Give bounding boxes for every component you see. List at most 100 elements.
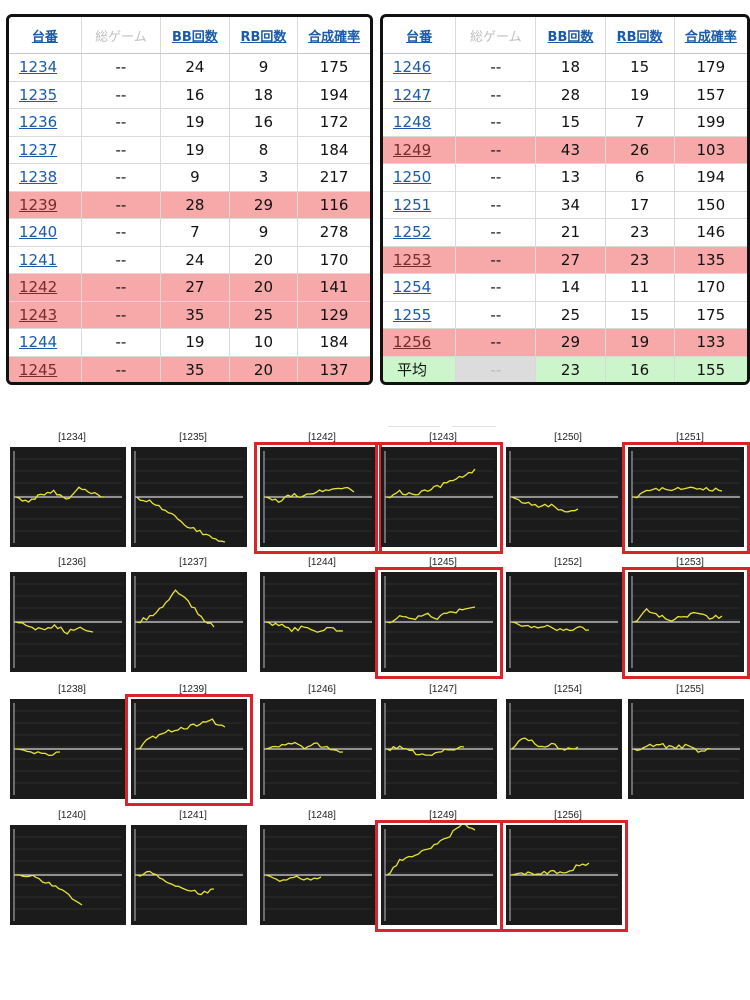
machine-number-cell: 1254: [383, 273, 457, 302]
divider-line: [388, 426, 440, 427]
highlight-frame: [254, 442, 382, 554]
machine-number-link[interactable]: 1239: [19, 195, 58, 214]
graph-label: [1235]: [179, 432, 207, 443]
col-header-combined-rate[interactable]: 合成確率: [297, 17, 370, 54]
machine-number-link[interactable]: 1253: [393, 250, 432, 269]
slump-graph-card[interactable]: [1254]: [506, 684, 630, 799]
slump-graph: [506, 572, 622, 672]
machine-number-link[interactable]: 1246: [393, 58, 432, 77]
col-header-rb-count[interactable]: RB回数: [229, 17, 299, 54]
col-header-machine-number[interactable]: 台番: [383, 17, 457, 54]
table-row: 1240 -- 7 9 278: [9, 218, 370, 247]
machine-number-link[interactable]: 1235: [19, 85, 58, 104]
slump-graph-card[interactable]: [1255]: [628, 684, 750, 799]
rb-count-cell: 11: [605, 273, 675, 302]
machine-number-link[interactable]: 1249: [393, 140, 432, 159]
machine-number-link[interactable]: 1251: [393, 195, 432, 214]
col-header-machine-number[interactable]: 台番: [9, 17, 82, 54]
table-row: 1247 -- 28 19 157: [383, 81, 747, 109]
slump-graph-card[interactable]: [1236]: [10, 557, 134, 672]
slump-graph-card[interactable]: [1235]: [131, 432, 255, 547]
slump-graph-card[interactable]: [1248]: [260, 810, 384, 925]
graph-label: [1236]: [58, 557, 86, 568]
col-header-combined-rate[interactable]: 合成確率: [674, 17, 747, 54]
highlight-frame: [500, 820, 628, 932]
highlight-frame: [125, 694, 253, 806]
slump-graph-card[interactable]: [1243]: [375, 432, 505, 554]
machine-number-link[interactable]: 1234: [19, 58, 58, 77]
combined-rate-cell: 184: [297, 136, 370, 164]
highlight-frame: [622, 442, 750, 554]
slump-graph-card[interactable]: [1246]: [260, 684, 384, 799]
slump-graph-card[interactable]: [1253]: [622, 557, 750, 679]
slump-graph-card[interactable]: [1238]: [10, 684, 134, 799]
graph-label: [1247]: [429, 684, 457, 695]
graph-svg: [13, 576, 122, 668]
graph-label: [1256]: [554, 810, 582, 821]
combined-rate-cell: 129: [297, 301, 370, 329]
machine-number-link[interactable]: 1237: [19, 140, 58, 159]
slump-graph-card[interactable]: [1251]: [622, 432, 750, 554]
machine-number-link[interactable]: 1241: [19, 250, 58, 269]
graph-label: [1252]: [554, 557, 582, 568]
machine-number-link[interactable]: 1256: [393, 333, 432, 352]
machine-number-link[interactable]: 1244: [19, 333, 58, 352]
trend-line: [511, 737, 579, 751]
trend-line: [265, 486, 355, 503]
col-header-bb-count[interactable]: BB回数: [160, 17, 230, 54]
machine-number-link[interactable]: 1254: [393, 278, 432, 297]
trend-line: [511, 621, 590, 632]
machine-number-link[interactable]: 1250: [393, 168, 432, 187]
col-header-bb-count[interactable]: BB回数: [535, 17, 606, 54]
machine-number-link[interactable]: 1236: [19, 113, 58, 132]
machine-number-link[interactable]: 1248: [393, 113, 432, 132]
slump-graph-card[interactable]: [1247]: [381, 684, 505, 799]
slump-graph-card[interactable]: [1245]: [375, 557, 505, 679]
total-games-cell: --: [81, 81, 162, 109]
slump-graph-card[interactable]: [1239]: [125, 684, 255, 806]
machine-number-cell: 1234: [9, 53, 82, 82]
machine-number-link[interactable]: 1252: [393, 223, 432, 242]
slump-graph-card[interactable]: [1237]: [131, 557, 255, 672]
table-row: 1242 -- 27 20 141: [9, 273, 370, 302]
slump-graph-card[interactable]: [1241]: [131, 810, 255, 925]
machine-number-cell: 1250: [383, 163, 457, 192]
combined-rate-cell: 157: [674, 81, 747, 109]
machine-number-cell: 1253: [383, 246, 457, 274]
slump-graph-card[interactable]: [1244]: [260, 557, 384, 672]
bb-count-cell: 35: [160, 356, 230, 382]
trend-line: [265, 741, 344, 753]
slump-graph-card[interactable]: [1242]: [254, 432, 384, 554]
machine-number-cell: 1239: [9, 191, 82, 219]
machine-number-link[interactable]: 1243: [19, 305, 58, 324]
table-row: 1252 -- 21 23 146: [383, 218, 747, 247]
divider-line: [452, 426, 496, 427]
graph-svg: [631, 703, 740, 795]
col-header-rb-count[interactable]: RB回数: [605, 17, 675, 54]
slump-graph: [506, 699, 622, 799]
rb-count-cell: 15: [605, 301, 675, 329]
machine-number-link[interactable]: 1238: [19, 168, 58, 187]
combined-rate-cell: 175: [674, 301, 747, 329]
total-games-cell: --: [81, 246, 162, 274]
slump-graph-card[interactable]: [1252]: [506, 557, 630, 672]
machine-number-link[interactable]: 1247: [393, 85, 432, 104]
rb-count-cell: 10: [229, 328, 299, 357]
slump-graph: [506, 447, 622, 547]
machine-number-link[interactable]: 1242: [19, 278, 58, 297]
graph-svg: [134, 829, 243, 921]
highlight-frame: [375, 567, 503, 679]
machine-number-cell: 1244: [9, 328, 82, 357]
slump-graph-card[interactable]: [1240]: [10, 810, 134, 925]
slump-graph-card[interactable]: [1250]: [506, 432, 630, 547]
machine-number-link[interactable]: 1240: [19, 223, 58, 242]
data-table-right: 台番 総ゲーム BB回数 RB回数 合成確率 1246 -- 18 15 179 1247…: [380, 14, 750, 385]
slump-graph-card[interactable]: [1256]: [500, 810, 630, 932]
graph-svg: [13, 451, 122, 543]
slump-graph: [131, 447, 247, 547]
machine-number-link[interactable]: 1245: [19, 360, 58, 379]
total-games-cell: --: [81, 356, 162, 382]
machine-number-link[interactable]: 1255: [393, 305, 432, 324]
slump-graph-card[interactable]: [1234]: [10, 432, 134, 547]
slump-graph-card[interactable]: [1249]: [375, 810, 505, 932]
